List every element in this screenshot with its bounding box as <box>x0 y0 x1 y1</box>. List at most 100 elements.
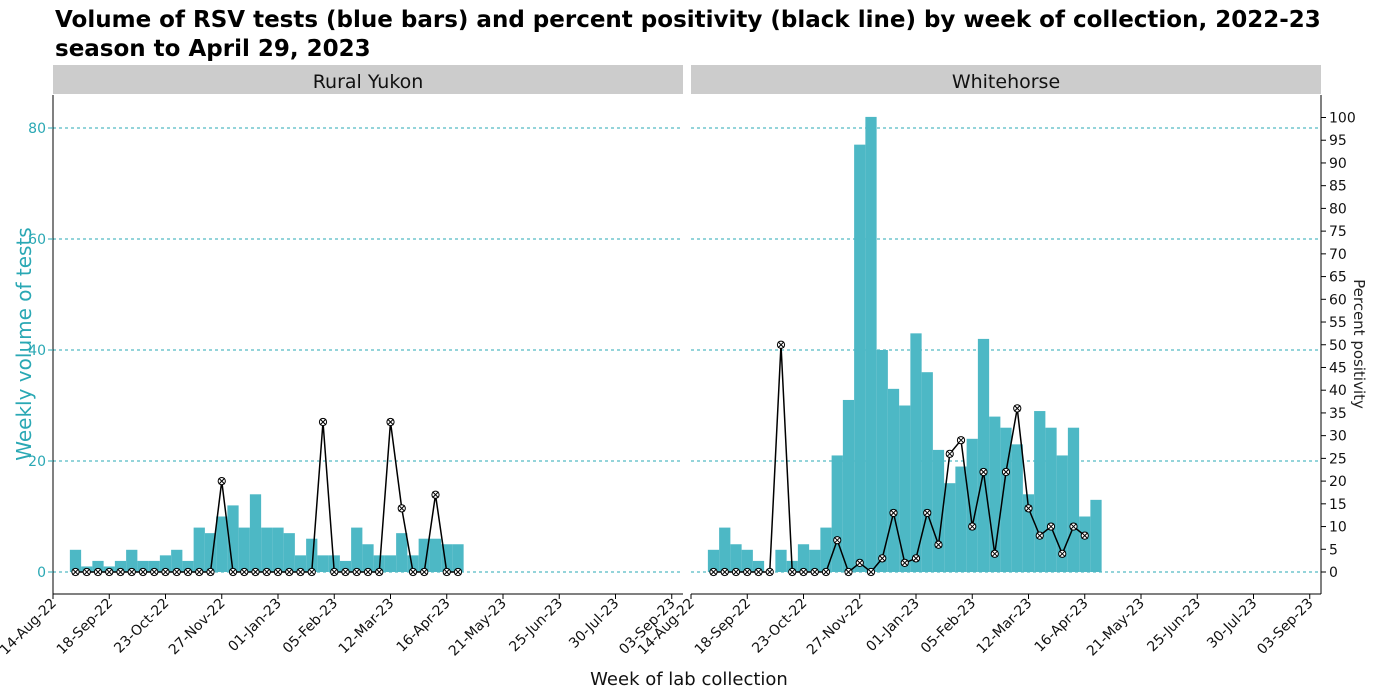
positivity-point <box>934 540 943 549</box>
positivity-point <box>318 417 328 427</box>
positivity-point <box>900 558 909 568</box>
positivity-point <box>720 567 729 577</box>
positivity-point <box>397 504 406 513</box>
volume-bar <box>854 144 866 572</box>
y-right-tick-label: 50 <box>1329 338 1347 354</box>
volume-bar <box>741 549 753 572</box>
volume-bar <box>92 560 104 572</box>
positivity-point <box>866 567 876 577</box>
x-tick-label: 14-Aug-22 <box>0 596 60 659</box>
volume-bar <box>351 527 363 572</box>
positivity-point <box>228 567 238 577</box>
volume-bar <box>820 527 832 572</box>
x-tick-label: 21-May-23 <box>446 596 510 660</box>
y-axis-right-label: Percent positivity <box>1350 279 1368 409</box>
volume-bar <box>272 527 284 572</box>
volume-bar <box>944 483 956 572</box>
volume-bar <box>775 549 787 572</box>
volume-bar <box>216 516 228 572</box>
x-tick-label: 27-Nov-22 <box>166 596 229 659</box>
positivity-point <box>408 567 418 577</box>
positivity-point <box>127 567 136 577</box>
x-tick-label: 21-May-23 <box>1084 596 1148 660</box>
volume-bar <box>719 527 731 572</box>
facet-strip <box>691 65 1321 94</box>
volume-bar <box>865 116 877 573</box>
y-right-tick-label: 20 <box>1329 474 1347 490</box>
positivity-point <box>1035 531 1044 540</box>
x-tick-label: 30-Jul-23 <box>566 596 622 652</box>
positivity-point <box>251 567 260 577</box>
y-right-tick-label: 65 <box>1329 270 1347 286</box>
volume-bar <box>1067 427 1080 572</box>
positivity-point <box>956 436 966 445</box>
gridlines <box>53 127 1321 573</box>
volume-bar <box>418 538 430 572</box>
positivity-point <box>1080 531 1089 540</box>
positivity-point <box>105 567 114 577</box>
y-left-tick-label: 40 <box>28 343 46 359</box>
positivity-point <box>1001 467 1011 477</box>
y-right-tick-label: 15 <box>1329 497 1347 513</box>
volume-bar <box>238 527 250 572</box>
positivity-point <box>217 477 226 486</box>
positivity-point <box>1013 404 1022 413</box>
volume-bar <box>1056 455 1068 572</box>
volume-bar <box>977 338 990 572</box>
positivity-point <box>765 567 774 577</box>
x-tick-label: 16-Apr-23 <box>394 596 454 656</box>
y-right-tick-label: 60 <box>1329 292 1347 308</box>
volume-bar <box>137 560 149 572</box>
positivity-point <box>183 567 193 577</box>
y-right-tick-label: 55 <box>1329 315 1347 331</box>
x-tick-label: 18-Sep-22 <box>692 596 754 658</box>
positivity-point <box>273 567 283 577</box>
positivity-point <box>172 567 181 577</box>
volume-bar <box>899 405 911 572</box>
positivity-point <box>363 567 373 577</box>
volume-bar <box>148 560 160 572</box>
volume-bar <box>249 494 262 572</box>
y-right-tick-label: 95 <box>1329 133 1347 149</box>
positivity-point <box>93 567 103 577</box>
volume-bar <box>831 455 843 572</box>
chart-title: Volume of RSV tests (blue bars) and perc… <box>55 7 1321 62</box>
positivity-point <box>844 567 853 577</box>
positivity-point <box>341 567 350 577</box>
x-tick-label: 25-Jun-23 <box>1144 596 1204 656</box>
x-tick-label: 12-Mar-23 <box>974 596 1036 658</box>
y-left-tick-label: 20 <box>28 454 46 470</box>
volume-bar <box>306 538 318 572</box>
volume-bar <box>317 555 329 572</box>
positivity-point <box>386 417 395 427</box>
y-right-tick-label: 5 <box>1329 542 1338 558</box>
positivity-point <box>195 567 204 577</box>
positivity-point <box>161 567 170 577</box>
y-right-tick-label: 85 <box>1329 179 1347 195</box>
y-left-tick-label: 0 <box>37 565 46 581</box>
positivity-point <box>878 554 887 563</box>
positivity-point <box>285 567 294 577</box>
y-right-tick-label: 70 <box>1329 247 1347 263</box>
positivity-point <box>979 467 988 477</box>
volume-bar <box>1022 494 1035 572</box>
volume-bar <box>1011 444 1023 572</box>
positivity-point <box>990 549 999 558</box>
x-axis-label: Week of lab collection <box>590 669 788 690</box>
positivity-point <box>799 567 808 577</box>
volume-bar <box>407 555 419 572</box>
positivity-point <box>911 554 921 563</box>
facet-strips: Rural Yukon Whitehorse <box>53 65 1321 94</box>
volume-bar <box>932 449 945 572</box>
volume-bar <box>809 549 821 572</box>
positivity-point <box>776 340 786 349</box>
x-tick-label: 05-Feb-23 <box>280 596 341 657</box>
y-right-tick-label: 80 <box>1329 201 1347 217</box>
volume-bar <box>1045 427 1057 572</box>
volume-bar <box>921 372 933 572</box>
positivity-point <box>743 567 752 577</box>
volume-bar <box>797 544 810 572</box>
facet-strip-label: Whitehorse <box>952 71 1060 93</box>
volume-bar <box>955 466 967 572</box>
